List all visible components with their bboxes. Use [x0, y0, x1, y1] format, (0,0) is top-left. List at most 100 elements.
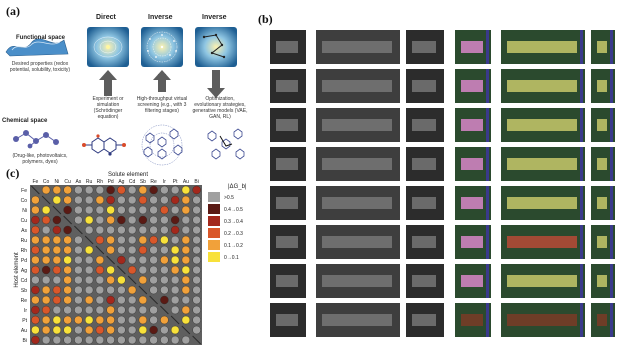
heatmap-cell — [117, 195, 126, 205]
heatmap-cell — [117, 275, 126, 285]
molecule-cluster-icon — [13, 130, 59, 149]
segmented-feature — [507, 314, 577, 326]
solute-host-heatmap: Solute element Host element |ΔG_b| Fe Co N… — [14, 172, 247, 345]
heatmap-cell — [95, 315, 105, 325]
solute-label-fe: Fe — [32, 179, 38, 185]
host-label-ni: Ni — [22, 208, 27, 214]
heatmap-cell — [192, 275, 201, 285]
micrograph-feature — [322, 314, 392, 326]
heatmap-cell — [192, 245, 201, 255]
segmented-feature — [507, 236, 577, 248]
heatmap-cell — [63, 185, 72, 195]
micrograph-feature — [412, 119, 436, 131]
heatmap-cell — [106, 315, 115, 325]
heatmap-cell — [84, 335, 94, 345]
heatmap-cell — [52, 335, 62, 345]
segmented-edge — [610, 186, 613, 220]
solute-label-au: Au — [183, 179, 189, 185]
segmented-feature — [597, 158, 607, 170]
chemical-space-block: Chemical space (Drug-like, photovoltaics… — [2, 118, 72, 174]
heatmap-cell — [181, 185, 191, 195]
solute-axis-title: Solute element — [108, 172, 148, 178]
heatmap-cell — [31, 245, 40, 255]
heatmap-cell — [63, 255, 72, 265]
heatmap-cell — [74, 205, 83, 215]
heatmap-cell — [52, 185, 62, 195]
heatmap-cell — [181, 275, 191, 285]
heatmap-cell — [138, 225, 148, 235]
heatmap-cell — [138, 315, 148, 325]
heatmap-cell — [95, 335, 105, 345]
heatmap-cell — [63, 245, 72, 255]
segmented-edge — [486, 30, 489, 64]
legend-swatch — [208, 240, 220, 250]
heatmap-cell — [149, 275, 158, 285]
solute-label-bi: Bi — [194, 179, 198, 185]
solute-label-rh: Rh — [97, 179, 104, 185]
heatmap-cell — [127, 335, 137, 345]
heatmap-cell — [117, 215, 126, 225]
heatmap-cell — [63, 325, 72, 335]
micrograph-feature — [412, 80, 436, 92]
solute-label-as: As — [75, 179, 81, 185]
diagonal-mark — [84, 235, 94, 245]
heatmap-cell — [181, 295, 191, 305]
heatmap-cell — [74, 245, 83, 255]
diagonal-mark — [63, 215, 72, 225]
segmented-feature — [597, 41, 607, 53]
heatmap-cell — [106, 215, 115, 225]
heatmap-cell — [31, 205, 40, 215]
heatmap-cell — [52, 215, 62, 225]
heatmap-cell — [84, 265, 94, 275]
heatmap-cell — [106, 295, 115, 305]
host-label-cd: Cd — [21, 278, 28, 284]
heatmap-cell — [127, 225, 137, 235]
panel-b-label: (b) — [258, 12, 273, 26]
heatmap-cell — [41, 215, 51, 225]
heatmap-cell — [160, 265, 169, 275]
segmented-edge — [580, 225, 583, 259]
heatmap-cell — [95, 255, 105, 265]
heatmap-cell — [149, 195, 158, 205]
heatmap-cell — [52, 265, 62, 275]
panel-a-label: (a) — [6, 4, 20, 18]
segmented-feature — [507, 119, 577, 131]
diagonal-mark — [106, 255, 115, 265]
legend-title: |ΔG_b| — [228, 184, 247, 190]
heatmap-cell — [84, 195, 94, 205]
heatmap-cell — [95, 185, 105, 195]
heatmap-cell — [160, 295, 169, 305]
heatmap-cell — [149, 265, 158, 275]
heatmap-cell — [117, 305, 126, 315]
heatmap-cell — [127, 295, 137, 305]
heatmap-cell — [127, 205, 137, 215]
micrograph-feature — [276, 197, 298, 209]
solute-label-ni: Ni — [55, 179, 60, 185]
diagonal-mark — [95, 245, 105, 255]
heatmap-cell — [138, 185, 148, 195]
functional-space-desc: Desired properties (redox potential, sol… — [9, 61, 71, 73]
legend-swatch — [208, 204, 220, 214]
segmented-edge — [610, 147, 613, 181]
segmented-feature — [507, 41, 577, 53]
heatmap-cell — [74, 275, 83, 285]
solute-label-pd: Pd — [108, 179, 114, 185]
heatmap-cell — [181, 225, 191, 235]
heatmap-cell — [170, 205, 180, 215]
heatmap-cell — [127, 325, 137, 335]
heatmap-cell — [84, 275, 94, 285]
heatmap-cell — [95, 215, 105, 225]
heatmap-cell — [84, 305, 94, 315]
heatmap-cell — [160, 275, 169, 285]
heatmap-cell — [181, 245, 191, 255]
heatmap-cell — [74, 195, 83, 205]
segmented-feature — [507, 80, 577, 92]
heatmap-cell — [127, 315, 137, 325]
host-axis-title: Host element — [14, 252, 20, 288]
heatmap-cell — [84, 245, 94, 255]
heatmap-cell — [74, 295, 83, 305]
heatmap-cell — [117, 205, 126, 215]
heatmap-cell — [181, 265, 191, 275]
heatmap-cell — [160, 285, 169, 295]
diagonal-mark — [138, 285, 148, 295]
